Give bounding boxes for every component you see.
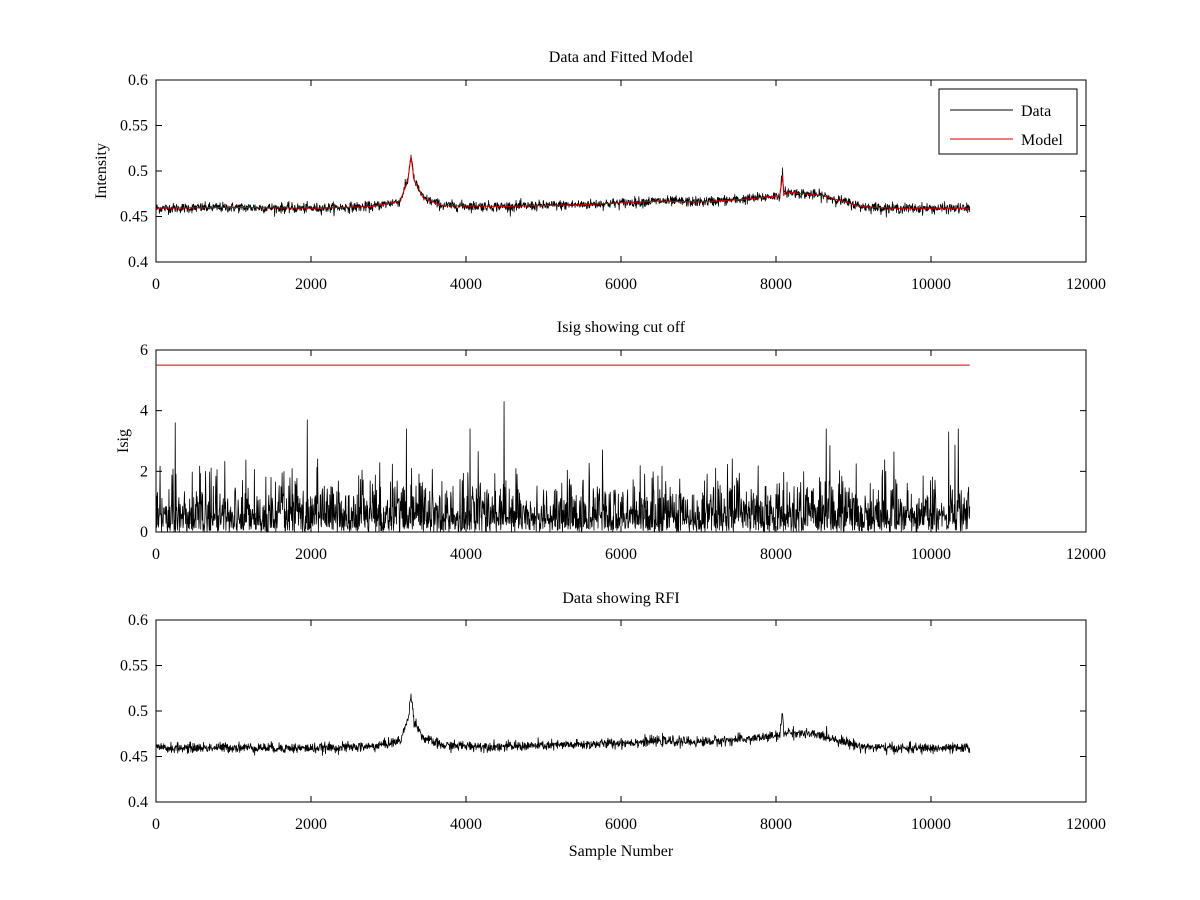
panel-data-showing-rfi: Data showing RFI 0 2000 4000 6000 8000 10000 1… bbox=[120, 590, 1106, 860]
x-tick-label: 12000 bbox=[1066, 546, 1106, 563]
series-layer bbox=[155, 693, 971, 756]
x-tick-label: 4000 bbox=[450, 276, 482, 293]
x-tick-label: 2000 bbox=[295, 546, 327, 563]
x-axis-label: Sample Number bbox=[569, 843, 674, 860]
x-tick-label: 8000 bbox=[760, 546, 792, 563]
y-tick-label: 6 bbox=[140, 342, 148, 359]
x-tick-label: 10000 bbox=[911, 276, 951, 293]
x-tick-label: 6000 bbox=[605, 816, 637, 833]
panel-title: Data and Fitted Model bbox=[549, 49, 694, 66]
panel-title: Data showing RFI bbox=[562, 590, 679, 607]
tick-layer: 0 2000 4000 6000 8000 10000 12000 0.4 0.45 0.5 0.5… bbox=[120, 612, 1106, 833]
tick-layer: 0 2000 4000 6000 8000 10000 12000 0 2 4 6 bbox=[140, 342, 1106, 563]
x-tick-label: 12000 bbox=[1066, 816, 1106, 833]
series-line-model bbox=[155, 155, 970, 209]
legend-label-data: Data bbox=[1021, 103, 1051, 120]
y-tick-label: 0.5 bbox=[128, 703, 148, 720]
x-tick-label: 4000 bbox=[450, 816, 482, 833]
y-tick-label: 0.4 bbox=[128, 794, 148, 811]
panel-data-and-fitted-model: Data and Fitted Model 0 2000 4000 6000 8000 1… bbox=[93, 49, 1106, 293]
x-tick-label: 0 bbox=[152, 276, 160, 293]
y-tick-label: 0.45 bbox=[120, 209, 148, 226]
y-tick-label: 0.55 bbox=[120, 118, 148, 135]
panel-isig-showing-cut-off: Isig showing cut off 0 2000 4000 6000 8000 10… bbox=[115, 319, 1106, 563]
y-tick-label: 4 bbox=[140, 403, 148, 420]
x-tick-label: 0 bbox=[152, 816, 160, 833]
x-tick-label: 2000 bbox=[295, 276, 327, 293]
x-tick-label: 4000 bbox=[450, 546, 482, 563]
y-tick-label: 0.6 bbox=[128, 72, 148, 89]
y-tick-label: 0.45 bbox=[120, 749, 148, 766]
y-tick-label: 0.4 bbox=[128, 254, 148, 271]
x-tick-label: 10000 bbox=[911, 546, 951, 563]
x-tick-label: 6000 bbox=[605, 546, 637, 563]
legend-box bbox=[938, 88, 1078, 155]
panel-title: Isig showing cut off bbox=[557, 319, 686, 336]
series-layer bbox=[155, 364, 971, 533]
y-axis-label: Isig bbox=[115, 429, 132, 453]
y-tick-label: 0 bbox=[140, 524, 148, 541]
series-line-data bbox=[155, 693, 971, 756]
x-tick-label: 0 bbox=[152, 546, 160, 563]
series-layer bbox=[155, 154, 971, 218]
y-tick-label: 0.6 bbox=[128, 612, 148, 629]
plot-area bbox=[155, 79, 1087, 263]
x-tick-label: 2000 bbox=[295, 816, 327, 833]
plot-area bbox=[155, 619, 1087, 803]
y-tick-label: 0.5 bbox=[128, 163, 148, 180]
x-tick-label: 8000 bbox=[760, 816, 792, 833]
series-line-data bbox=[155, 401, 971, 533]
x-tick-label: 6000 bbox=[605, 276, 637, 293]
legend: Data Model bbox=[938, 88, 1078, 155]
y-tick-label: 2 bbox=[140, 463, 148, 480]
y-tick-label: 0.55 bbox=[120, 658, 148, 675]
legend-label-model: Model bbox=[1021, 132, 1063, 149]
y-axis-label: Intensity bbox=[93, 143, 110, 199]
x-tick-label: 8000 bbox=[760, 276, 792, 293]
x-tick-label: 12000 bbox=[1066, 276, 1106, 293]
tick-layer: 0 2000 4000 6000 8000 10000 12000 0.4 0.45 0.5 0.5… bbox=[120, 72, 1106, 293]
x-tick-label: 10000 bbox=[911, 816, 951, 833]
